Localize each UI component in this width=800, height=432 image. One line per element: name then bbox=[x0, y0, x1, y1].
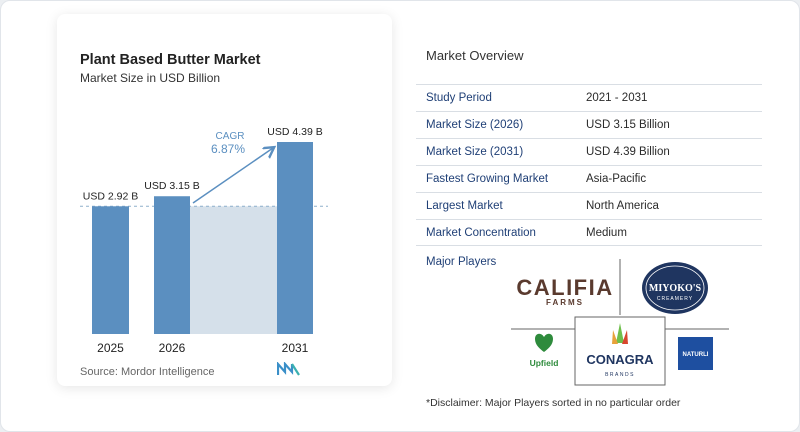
cagr-value: 6.87% bbox=[211, 142, 245, 156]
data-label: USD 4.39 B bbox=[267, 126, 322, 138]
chart-subtitle: Market Size in USD Billion bbox=[80, 71, 221, 85]
conagra-brands-logo: CONAGRA BRANDS bbox=[586, 323, 654, 378]
miyokos-logo-subtext: CREAMERY bbox=[657, 296, 693, 302]
overview-label: Market Size (2031) bbox=[426, 146, 524, 158]
bar bbox=[92, 206, 129, 334]
tick-label: 2031 bbox=[282, 341, 309, 355]
naturli-badge bbox=[678, 337, 713, 370]
miyokos-creamery-logo: MIYOKO'S CREAMERY bbox=[642, 262, 708, 314]
conagra-leaf-icon bbox=[616, 323, 624, 343]
califia-logo-text: CALIFIA bbox=[516, 275, 613, 300]
overview-value: Asia-Pacific bbox=[586, 173, 647, 185]
naturli-logo: NATURLI bbox=[678, 337, 713, 370]
disclaimer: *Disclaimer: Major Players sorted in no … bbox=[426, 397, 681, 409]
data-label: USD 3.15 B bbox=[144, 180, 199, 192]
major-players-title: Major Players bbox=[426, 256, 497, 268]
upfield-logo-text: Upfield bbox=[530, 358, 559, 368]
overview-label: Market Size (2026) bbox=[426, 119, 524, 131]
tick-label: 2026 bbox=[159, 341, 186, 355]
overview-value: North America bbox=[586, 200, 659, 212]
overview-value: USD 3.15 Billion bbox=[586, 119, 670, 131]
miyokos-badge bbox=[642, 262, 708, 314]
source-label: Source: Mordor Intelligence bbox=[80, 366, 215, 378]
data-label: USD 2.92 B bbox=[83, 190, 138, 202]
bar bbox=[154, 196, 190, 334]
logo-divider bbox=[574, 316, 666, 386]
market-overview-title: Market Overview bbox=[426, 48, 524, 63]
miyokos-logo-text: MIYOKO'S bbox=[649, 283, 702, 294]
chart-title: Plant Based Butter Market bbox=[80, 52, 261, 68]
tick-label: 2025 bbox=[97, 341, 124, 355]
califia-logo-subtext: FARMS bbox=[546, 298, 584, 307]
naturli-logo-text: NATURLI bbox=[683, 352, 709, 358]
overview-value: USD 4.39 Billion bbox=[586, 146, 670, 158]
cagr-arrow bbox=[192, 148, 273, 204]
overview-row: Market Size (2031) USD 4.39 Billion bbox=[416, 138, 762, 165]
califia-farms-logo: CALIFIA FARMS bbox=[516, 275, 613, 307]
mordor-intelligence-logo bbox=[277, 362, 300, 376]
conagra-logo-text: CONAGRA bbox=[586, 352, 654, 367]
overview-row: Market Concentration Medium bbox=[416, 219, 762, 246]
overview-row: Largest Market North America bbox=[416, 192, 762, 219]
overview-label: Largest Market bbox=[426, 200, 503, 212]
upfield-logo: Upfield bbox=[530, 333, 559, 368]
conagra-logo-subtext: BRANDS bbox=[605, 372, 635, 378]
bar bbox=[277, 142, 313, 334]
upfield-leaf-icon bbox=[535, 333, 553, 352]
overview-label: Market Concentration bbox=[426, 226, 536, 239]
market-overview-table: Study Period 2021 - 2031 Market Size (202… bbox=[416, 84, 762, 246]
overview-row: Study Period 2021 - 2031 bbox=[416, 84, 762, 111]
overview-row: Fastest Growing Market Asia-Pacific bbox=[416, 165, 762, 192]
forecast-band bbox=[190, 206, 277, 334]
overview-value: 2021 - 2031 bbox=[586, 92, 648, 104]
overview-label: Fastest Growing Market bbox=[426, 173, 549, 185]
overview-label: Study Period bbox=[426, 92, 492, 104]
cagr-label: CAGR bbox=[216, 131, 245, 142]
overview-value: Medium bbox=[586, 226, 627, 239]
overview-row: Market Size (2026) USD 3.15 Billion bbox=[416, 111, 762, 138]
